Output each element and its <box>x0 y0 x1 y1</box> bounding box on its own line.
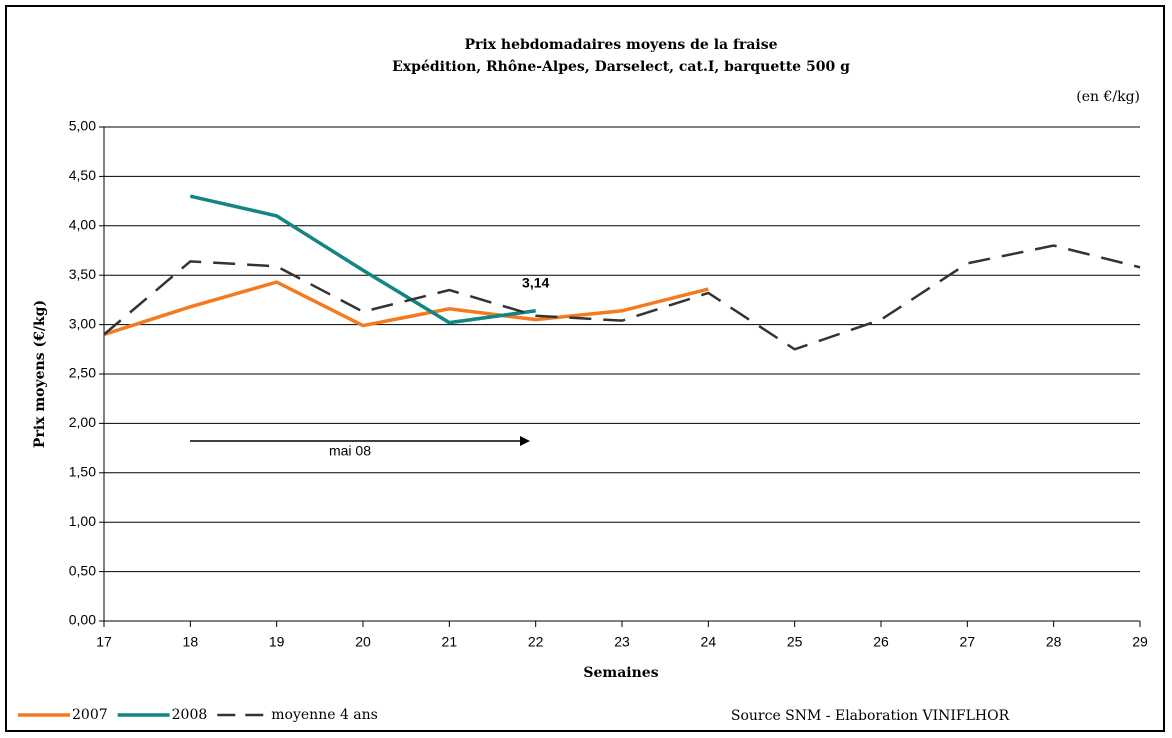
y-tick-label: 4,50 <box>69 167 96 183</box>
source: Source SNM - Elaboration VINIFLHOR <box>731 708 1010 724</box>
legend-label: moyenne 4 ans <box>271 707 378 723</box>
y-tick-label: 0,00 <box>69 612 96 628</box>
x-tick-label: 21 <box>442 634 458 650</box>
series-line <box>103 280 709 337</box>
x-tick-label: 19 <box>269 634 285 650</box>
y-tick-label: 2,00 <box>69 414 96 430</box>
x-tick-label: 24 <box>701 634 717 650</box>
annotation-arrowhead <box>520 436 530 446</box>
y-tick-label: 3,00 <box>69 315 96 331</box>
y-tick-label: 2,50 <box>69 365 96 381</box>
y-tick-label: 1,00 <box>69 513 96 529</box>
x-tick-label: 17 <box>96 634 112 650</box>
legend-label: 2008 <box>172 707 208 723</box>
x-tick-label: 29 <box>1132 634 1148 650</box>
x-tick-label: 22 <box>528 634 544 650</box>
chart-title: Prix hebdomadaires moyens de la fraise <box>464 37 777 53</box>
unit-note: (en €/kg) <box>1076 89 1140 105</box>
x-tick-label: 20 <box>355 634 371 650</box>
series-line <box>189 194 536 325</box>
x-tick-label: 27 <box>960 634 976 650</box>
x-tick-label: 18 <box>183 634 199 650</box>
data-label: 3,14 <box>522 274 549 290</box>
x-tick-label: 23 <box>614 634 630 650</box>
series-line <box>103 244 1141 351</box>
y-tick-label: 5,00 <box>69 118 96 134</box>
y-tick-label: 3,50 <box>69 266 96 282</box>
x-tick-label: 28 <box>1046 634 1062 650</box>
y-axis-title: Prix moyens (€/kg) <box>32 300 48 448</box>
y-tick-label: 0,50 <box>69 562 96 578</box>
y-tick-label: 1,50 <box>69 464 96 480</box>
x-axis-title: Semaines <box>583 665 658 681</box>
x-tick-label: 26 <box>873 634 889 650</box>
y-tick-label: 4,00 <box>69 217 96 233</box>
chart-frame <box>5 5 1165 732</box>
legend-label: 2007 <box>72 707 108 723</box>
chart-subtitle: Expédition, Rhône-Alpes, Darselect, cat.… <box>392 59 850 75</box>
annotation: mai 08 <box>329 443 371 459</box>
x-tick-label: 25 <box>787 634 803 650</box>
